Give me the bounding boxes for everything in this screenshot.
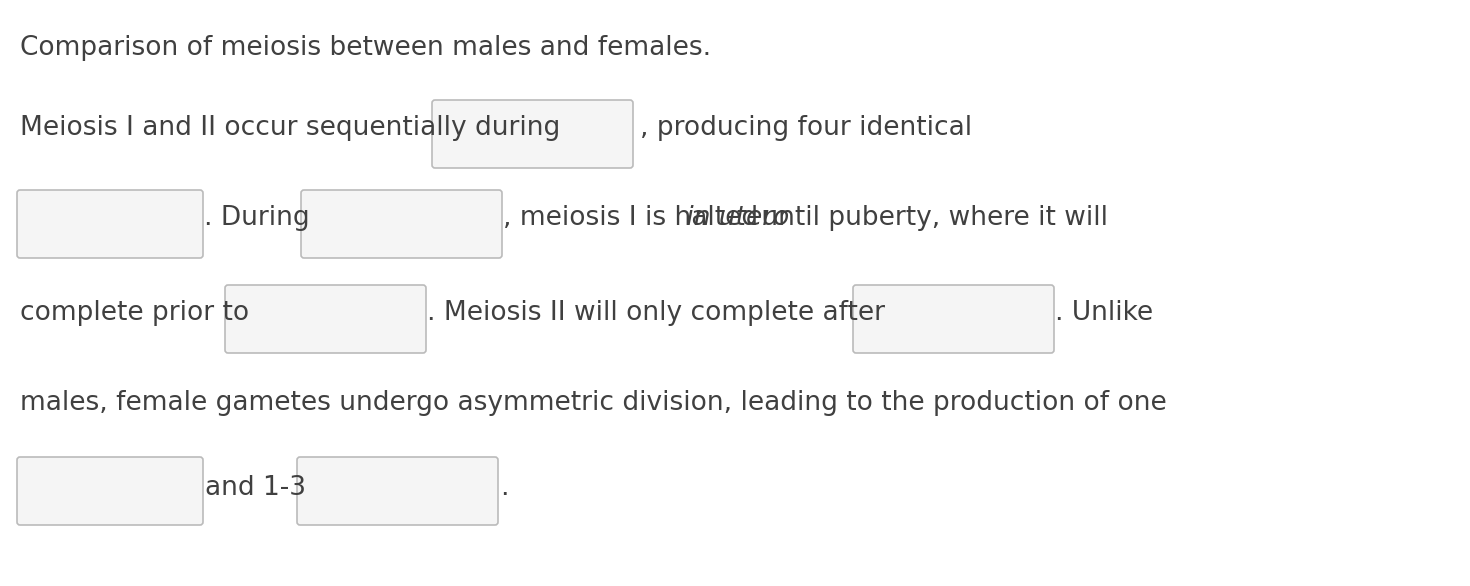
Text: Comparison of meiosis between males and females.: Comparison of meiosis between males and … (21, 35, 711, 61)
Text: complete prior to: complete prior to (21, 300, 248, 326)
Text: in utero: in utero (678, 205, 789, 231)
FancyBboxPatch shape (853, 285, 1054, 353)
Text: Meiosis I and II occur sequentially during: Meiosis I and II occur sequentially duri… (21, 115, 560, 141)
FancyBboxPatch shape (18, 190, 203, 258)
Text: . Meiosis II will only complete after: . Meiosis II will only complete after (426, 300, 885, 326)
FancyBboxPatch shape (432, 100, 634, 168)
Text: and 1-3: and 1-3 (204, 475, 306, 501)
FancyBboxPatch shape (301, 190, 501, 258)
Text: males, female gametes undergo asymmetric division, leading to the production of : males, female gametes undergo asymmetric… (21, 390, 1167, 416)
Text: . During: . During (204, 205, 310, 231)
Text: .: . (500, 475, 509, 501)
FancyBboxPatch shape (225, 285, 426, 353)
Text: , meiosis I is halted: , meiosis I is halted (503, 205, 759, 231)
Text: . Unlike: . Unlike (1055, 300, 1152, 326)
Text: until puberty, where it will: until puberty, where it will (753, 205, 1108, 231)
FancyBboxPatch shape (18, 457, 203, 525)
FancyBboxPatch shape (297, 457, 498, 525)
Text: , producing four identical: , producing four identical (639, 115, 972, 141)
